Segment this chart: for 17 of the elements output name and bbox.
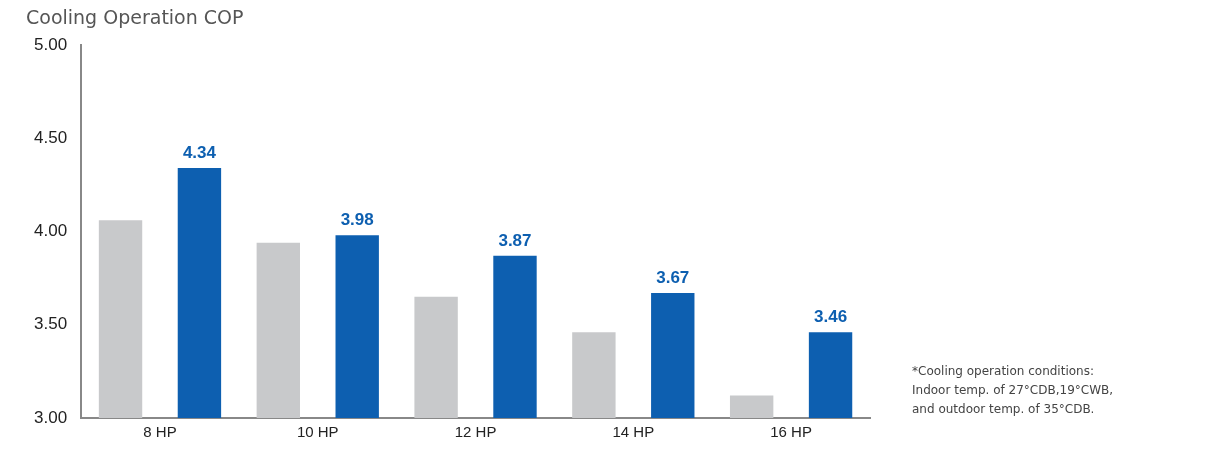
data-label: 3.46 — [814, 307, 848, 327]
data-label: 4.34 — [182, 143, 217, 163]
y-tick-label: 3.00 — [33, 407, 68, 427]
y-tick-label: 3.50 — [33, 314, 68, 334]
x-tick-label: 12 HP — [454, 423, 497, 441]
data-label: 3.67 — [656, 268, 690, 288]
y-tick-label: 5.00 — [33, 34, 68, 54]
data-label: 3.87 — [498, 230, 532, 250]
y-tick-label: 4.00 — [33, 221, 68, 241]
text: *Cooling operation conditions: Indoor temp. of 27°CDB,19°CWB, and outdoor temp. of 35°CDB. — [912, 363, 1114, 418]
x-tick-label: 8 HP — [143, 423, 177, 441]
x-tick-label: 10 HP — [296, 423, 339, 441]
x-tick-label: 14 HP — [612, 423, 655, 441]
chart-title: Cooling Operation COP — [26, 6, 244, 28]
y-tick-label: 4.50 — [33, 127, 68, 147]
x-tick-label: 16 HP — [770, 423, 812, 441]
data-label: 3.98 — [340, 210, 374, 230]
